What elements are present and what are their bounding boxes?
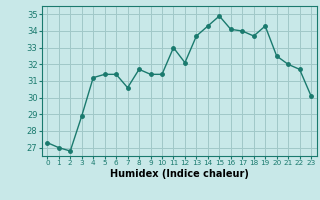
X-axis label: Humidex (Indice chaleur): Humidex (Indice chaleur) [110,169,249,179]
